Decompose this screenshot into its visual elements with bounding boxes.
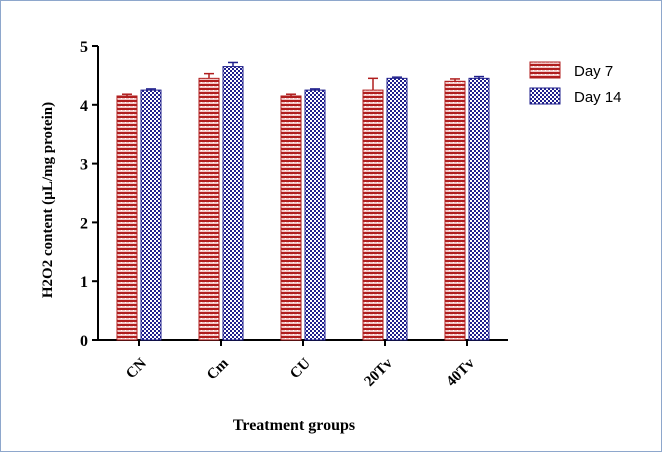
bar-day-7-cn xyxy=(116,95,138,341)
legend-swatch-day-14 xyxy=(529,87,561,105)
bar-day-14-cn xyxy=(140,89,162,341)
legend-swatch-day-7 xyxy=(529,61,561,79)
y-axis-title: H2O2 content (µL/mg protein) xyxy=(40,102,56,298)
legend-label-day-7: Day 7 xyxy=(574,63,613,80)
bar-day-7-40tv xyxy=(444,80,466,341)
x-tick-label-20tv: 20Tv xyxy=(362,355,397,390)
x-tick-label-cn: CN xyxy=(123,355,150,382)
bar-day-14-cu xyxy=(304,89,326,341)
x-tick-label-cu: CU xyxy=(287,355,314,382)
bar-day-14-20tv xyxy=(386,77,408,341)
x-axis-title: Treatment groups xyxy=(233,417,355,434)
y-tick-label: 0 xyxy=(80,333,88,350)
x-tick-label-40tv: 40Tv xyxy=(444,355,479,390)
legend-label-day-14: Day 14 xyxy=(574,89,622,106)
x-tick-label-cm: Cm xyxy=(204,355,232,383)
bar-day-14-cm xyxy=(222,66,244,341)
bar-day-7-cu xyxy=(280,95,302,341)
plot-area: 0 1 2 3 4 5 CN Cm CU 20Tv 40Tv xyxy=(80,39,508,390)
y-tick-label: 2 xyxy=(80,215,88,232)
y-tick-label: 1 xyxy=(80,274,88,291)
y-tick-label: 3 xyxy=(80,157,88,174)
bar-day-14-40tv xyxy=(468,77,490,341)
y-tick-label: 5 xyxy=(80,39,88,56)
legend: Day 7 Day 14 xyxy=(529,61,622,106)
bar-day-7-cm xyxy=(198,77,220,341)
y-tick-label: 4 xyxy=(80,98,88,115)
bar-day-7-20tv xyxy=(362,89,384,341)
